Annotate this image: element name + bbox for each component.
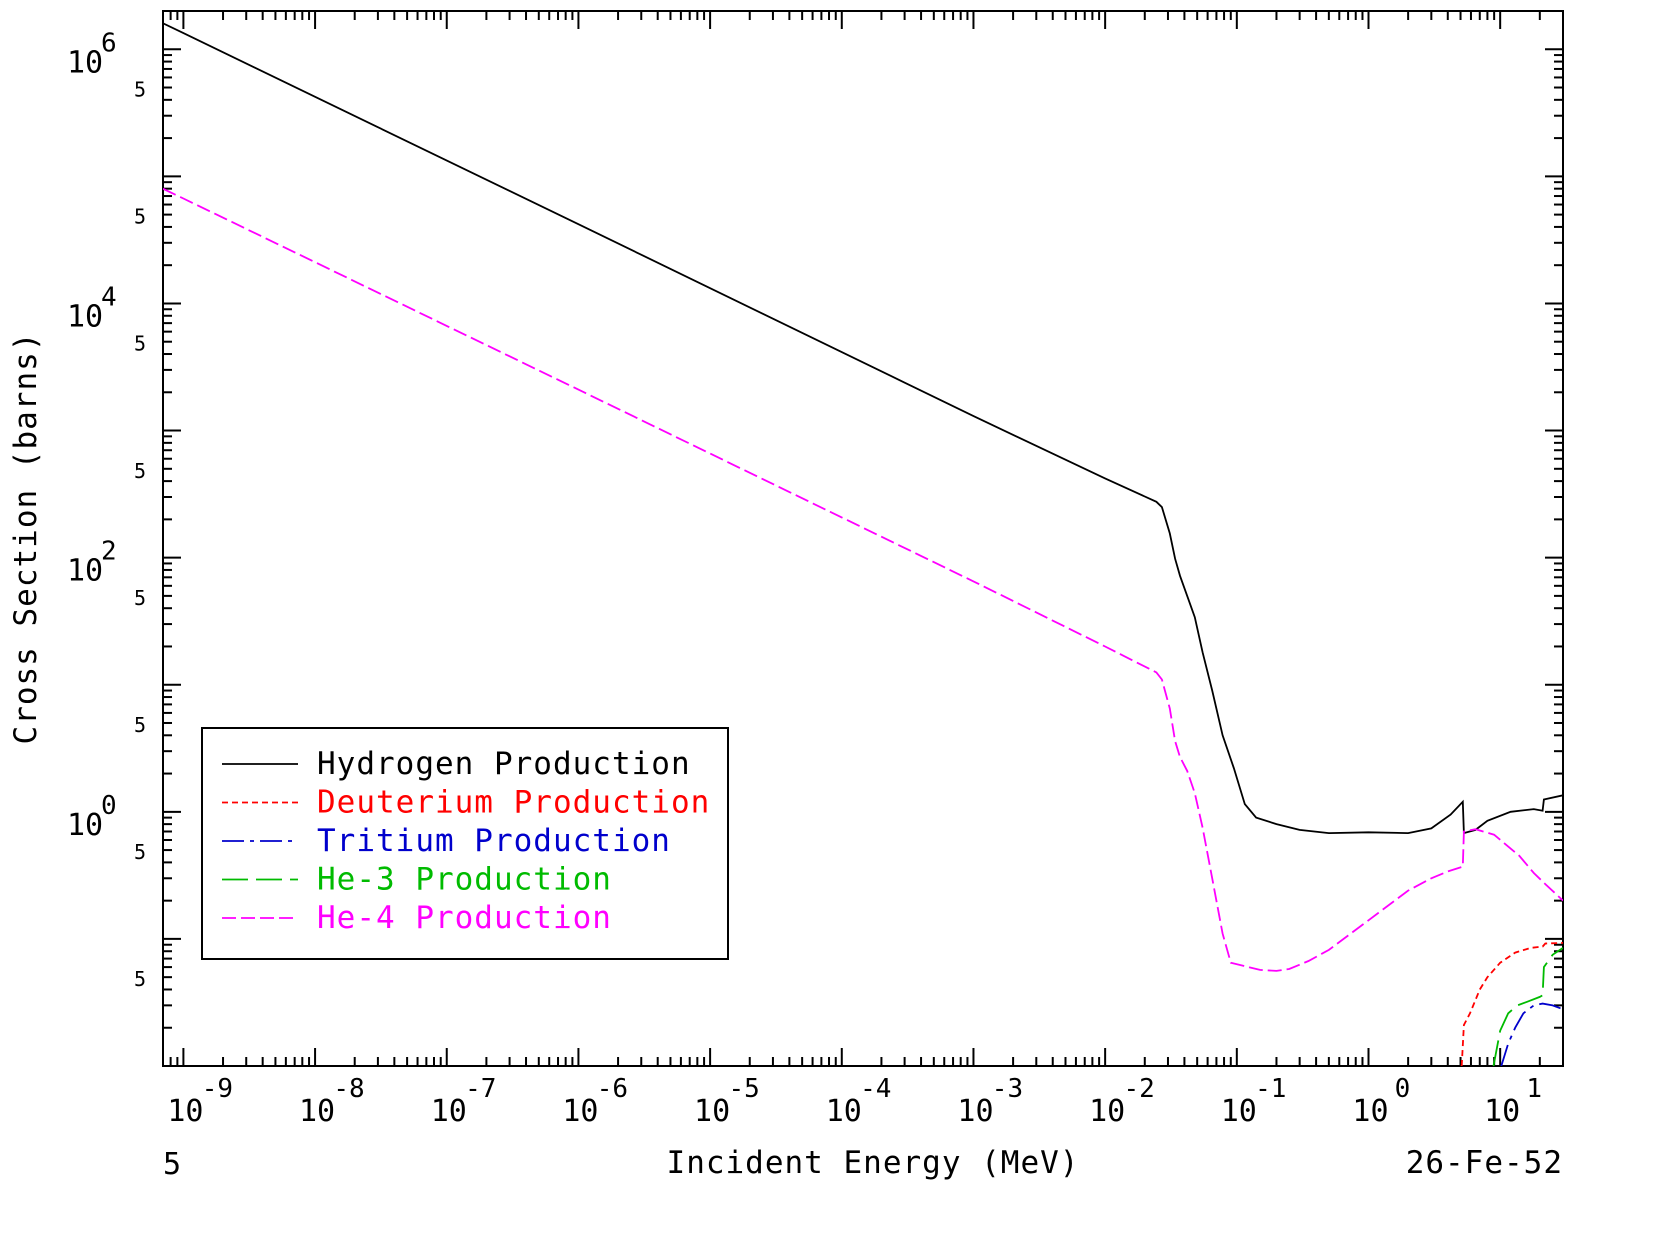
y-tick-label: 10: [67, 808, 103, 843]
x-tick-exponent: -7: [465, 1074, 496, 1104]
x-tick-exponent: 1: [1526, 1074, 1542, 1104]
x-tick-exponent: -3: [992, 1074, 1023, 1104]
x-tick-exponent: -9: [202, 1074, 233, 1104]
y-tick-exponent: 0: [101, 791, 117, 821]
y-minor-label: 5: [134, 459, 146, 483]
x-tick-label: 10: [1221, 1094, 1257, 1129]
x-tick-exponent: -8: [333, 1074, 364, 1104]
x-tick-label: 10: [562, 1094, 598, 1129]
legend-label: He-3 Production: [317, 862, 612, 898]
y-tick-exponent: 2: [101, 537, 117, 567]
y-tick-label: 10: [67, 45, 103, 80]
x-tick-exponent: -2: [1123, 1074, 1154, 1104]
axis-ticks: [162, 10, 1564, 1067]
y-tick-exponent: 6: [101, 28, 117, 58]
x-tick-label: 10: [957, 1094, 993, 1129]
footer-right-label: 26-Fe-52: [1406, 1145, 1563, 1181]
x-tick-label: 10: [826, 1094, 862, 1129]
axis-tick-labels: 10-910-810-710-610-510-410-310-210-11001…: [67, 28, 1542, 1129]
legend-label: Deuterium Production: [317, 785, 710, 821]
y-axis-title: Cross Section (barns): [8, 332, 44, 745]
footer-left-label: 5: [163, 1147, 181, 1182]
x-tick-label: 10: [694, 1094, 730, 1129]
series-line-he-3-production: [1492, 947, 1563, 1066]
series-line-deuterium-production: [1460, 942, 1563, 1066]
y-minor-label: 5: [134, 332, 146, 356]
y-minor-label: 5: [134, 713, 146, 737]
x-tick-label: 10: [1089, 1094, 1125, 1129]
plot-frame: [162, 10, 1564, 1067]
legend-box: [201, 727, 729, 960]
x-tick-label: 10: [1352, 1094, 1388, 1129]
x-tick-exponent: -4: [860, 1074, 891, 1104]
x-tick-exponent: 0: [1395, 1074, 1411, 1104]
series-line-tritium-production: [1500, 1002, 1563, 1066]
x-tick-label: 10: [1484, 1094, 1520, 1129]
y-tick-exponent: 4: [101, 282, 117, 312]
x-tick-exponent: -1: [1255, 1074, 1286, 1104]
x-tick-exponent: -6: [597, 1074, 628, 1104]
y-tick-label: 10: [67, 554, 103, 589]
y-minor-label: 5: [134, 586, 146, 610]
y-minor-label: 5: [134, 840, 146, 864]
x-tick-exponent: -5: [728, 1074, 759, 1104]
legend-label: He-4 Production: [317, 900, 612, 936]
legend-label: Hydrogen Production: [317, 746, 691, 782]
series-lines: [163, 22, 1563, 1066]
y-minor-label: 5: [134, 205, 146, 229]
legend-label: Tritium Production: [317, 823, 671, 859]
y-minor-label: 5: [134, 967, 146, 991]
x-tick-label: 10: [431, 1094, 467, 1129]
series-line-hydrogen-production: [163, 22, 1563, 835]
x-tick-label: 10: [299, 1094, 335, 1129]
y-minor-label: 5: [134, 78, 146, 102]
x-tick-label: 10: [167, 1094, 203, 1129]
y-tick-label: 10: [67, 299, 103, 334]
series-line-he-4-production: [163, 187, 1563, 972]
x-axis-title: Incident Energy (MeV): [667, 1145, 1080, 1181]
